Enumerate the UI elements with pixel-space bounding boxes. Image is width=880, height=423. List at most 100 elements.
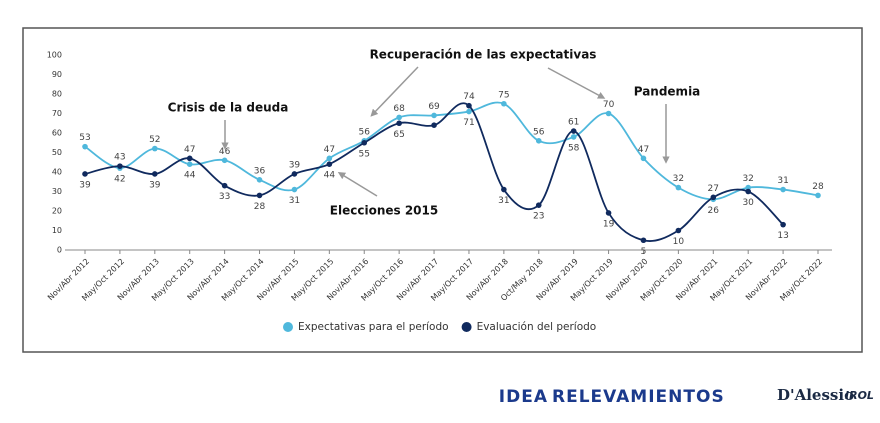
data-label: 39 (289, 160, 301, 170)
legend-label: Evaluación del período (477, 321, 597, 333)
point (570, 134, 577, 140)
series-line (84, 101, 819, 201)
point (431, 122, 437, 128)
data-label: 30 (742, 198, 754, 208)
series-line (84, 102, 784, 242)
data-label: 28 (812, 182, 824, 192)
data-label: 47 (184, 145, 195, 155)
point (466, 102, 472, 109)
arrow (370, 66, 419, 117)
logo: IROL (845, 389, 874, 402)
data-label: 74 (463, 92, 475, 102)
data-label: 36 (254, 166, 266, 176)
data-label: 33 (219, 192, 230, 202)
data-label: 39 (79, 180, 91, 190)
point (221, 157, 228, 164)
point (326, 161, 333, 167)
point (291, 171, 298, 177)
annotation: Crisis de la deuda (168, 101, 289, 115)
point (745, 188, 751, 195)
data-label: 75 (498, 90, 509, 100)
data-label: 44 (324, 171, 336, 181)
data-label: 61 (568, 118, 579, 128)
logo: RELEVAMIENTOS (552, 387, 725, 407)
point (256, 177, 263, 183)
point (82, 171, 88, 177)
data-label: 26 (708, 206, 720, 216)
data-label: 44 (184, 171, 196, 181)
legend-marker (283, 322, 293, 332)
point (221, 182, 228, 189)
arrow (547, 67, 606, 99)
point (675, 227, 682, 234)
annotation: Elecciones 2015 (330, 204, 438, 218)
point (780, 186, 786, 193)
data-label: 71 (463, 118, 474, 128)
y-tick-label: 30 (52, 187, 62, 196)
data-label: 13 (777, 231, 788, 241)
y-tick-label: 90 (52, 70, 62, 79)
data-label: 19 (603, 219, 615, 229)
y-tick-label: 0 (57, 246, 62, 255)
data-label: 23 (533, 212, 544, 222)
y-tick-label: 40 (52, 168, 62, 177)
data-label: 32 (742, 174, 753, 184)
data-label: 68 (393, 104, 405, 114)
point (605, 110, 612, 117)
data-label: 56 (533, 127, 545, 137)
arrow (337, 172, 378, 197)
logo: IDEA (499, 387, 548, 407)
data-label: 27 (708, 184, 719, 194)
data-label: 43 (114, 153, 125, 163)
point (82, 143, 88, 150)
frame (22, 27, 863, 353)
data-label: 5 (641, 247, 647, 257)
y-tick-label: 60 (52, 129, 62, 138)
point (605, 210, 612, 216)
point (291, 186, 298, 193)
point (361, 139, 368, 146)
point (186, 155, 193, 162)
logo: D'Alessio (777, 386, 854, 404)
point (815, 192, 821, 199)
y-tick-label: 100 (47, 51, 62, 60)
point (535, 202, 542, 208)
data-label: 31 (777, 176, 788, 186)
point (326, 155, 333, 162)
data-label: 42 (114, 175, 125, 185)
data-label: 58 (568, 143, 580, 153)
point (640, 237, 647, 244)
point (675, 184, 682, 191)
y-tick-label: 20 (52, 207, 62, 216)
data-label: 69 (428, 102, 440, 112)
data-label: 52 (149, 135, 160, 145)
point (640, 155, 647, 162)
point (117, 163, 123, 169)
data-label: 46 (219, 147, 231, 157)
point (501, 186, 507, 193)
y-tick-label: 50 (52, 148, 62, 157)
legend-marker (461, 322, 472, 332)
data-label: 31 (498, 196, 509, 206)
point (256, 192, 263, 199)
data-label: 39 (149, 180, 161, 190)
data-label: 55 (359, 149, 370, 159)
point (780, 221, 786, 228)
point (152, 145, 158, 152)
point (396, 114, 402, 121)
point (396, 120, 402, 127)
point (431, 112, 437, 119)
y-tick-label: 10 (52, 226, 62, 235)
data-label: 28 (254, 202, 266, 212)
annotation: Recuperación de las expectativas (370, 48, 597, 62)
data-label: 65 (393, 130, 404, 140)
point (186, 161, 193, 167)
data-label: 53 (79, 133, 90, 143)
point (152, 171, 158, 177)
data-label: 70 (603, 100, 615, 110)
point (466, 108, 472, 115)
annotation: Pandemia (634, 85, 701, 99)
point (501, 100, 507, 107)
point (535, 138, 542, 144)
data-label: 32 (673, 174, 684, 184)
